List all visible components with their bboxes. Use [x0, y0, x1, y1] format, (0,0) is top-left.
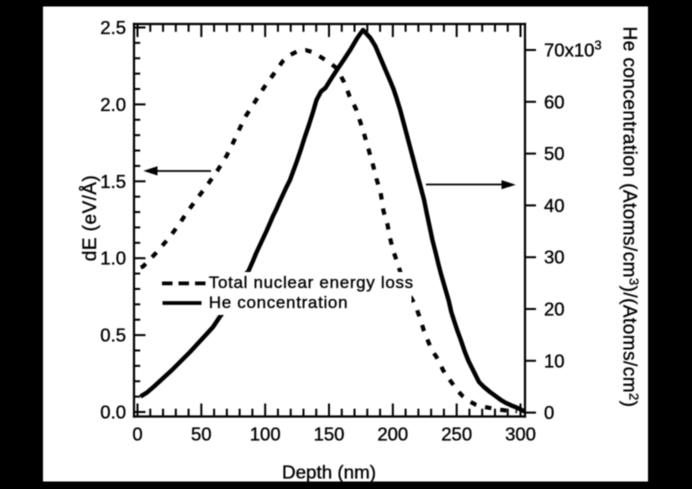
- svg-text:He concentration: He concentration: [209, 293, 348, 312]
- svg-text:0.0: 0.0: [100, 402, 126, 423]
- svg-text:50: 50: [544, 143, 565, 164]
- svg-text:100: 100: [250, 424, 281, 445]
- svg-text:200: 200: [377, 424, 408, 445]
- svg-text:60: 60: [544, 91, 565, 112]
- svg-text:50: 50: [191, 424, 212, 445]
- svg-text:20: 20: [544, 299, 565, 320]
- svg-text:dE (eV/Å): dE (eV/Å): [80, 175, 101, 261]
- svg-text:He concentration (Atoms/cm3)/(: He concentration (Atoms/cm3)/(Atoms/cm2): [619, 27, 642, 408]
- svg-text:2.0: 2.0: [100, 94, 126, 115]
- svg-text:0.5: 0.5: [100, 325, 126, 346]
- svg-text:30: 30: [544, 247, 565, 268]
- svg-text:2.5: 2.5: [100, 17, 126, 38]
- svg-text:1.5: 1.5: [100, 171, 126, 192]
- svg-text:0: 0: [132, 424, 142, 445]
- svg-text:70x103: 70x103: [544, 38, 602, 61]
- svg-text:Total nuclear energy loss: Total nuclear energy loss: [209, 273, 414, 292]
- svg-text:0: 0: [544, 402, 554, 423]
- svg-text:150: 150: [314, 424, 345, 445]
- svg-text:1.0: 1.0: [100, 248, 126, 269]
- svg-text:40: 40: [544, 195, 565, 216]
- svg-text:250: 250: [441, 424, 472, 445]
- svg-text:300: 300: [505, 424, 536, 445]
- svg-text:Depth (nm): Depth (nm): [282, 462, 376, 483]
- svg-text:10: 10: [544, 350, 565, 371]
